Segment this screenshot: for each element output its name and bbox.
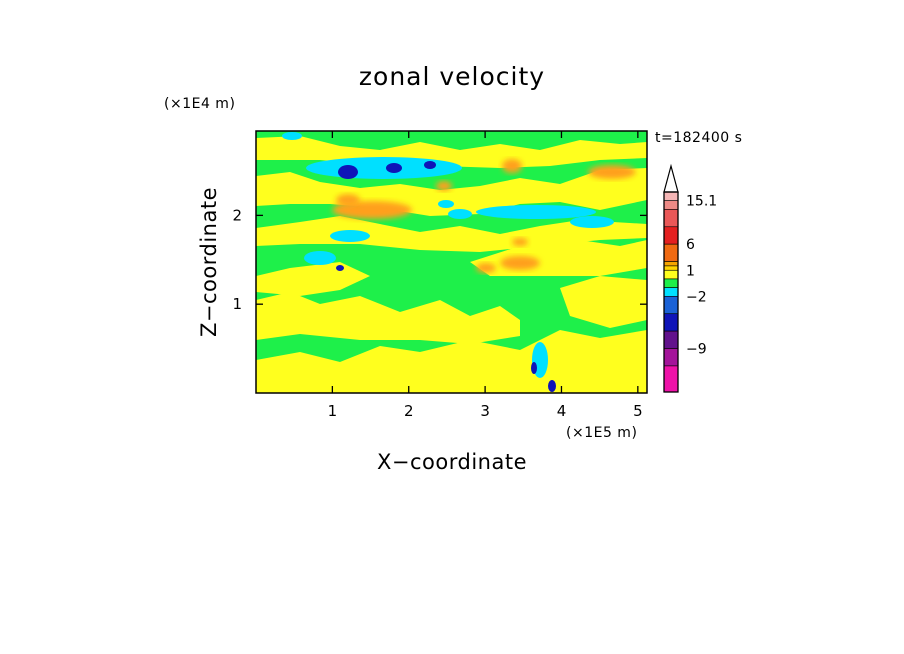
colorbar-bin-3 <box>663 209 679 228</box>
colorbar-label-3: 1 <box>686 263 695 279</box>
cyan-blob-3 <box>448 209 472 219</box>
y-axis-ticks: 12 <box>232 206 647 313</box>
orange-blob-6 <box>588 165 636 179</box>
colorbar-label-2: 6 <box>686 237 695 253</box>
cyan-blob-1 <box>306 157 462 179</box>
colorbar-label-1: 15.1 <box>686 194 717 210</box>
blue-blob-4 <box>336 265 344 271</box>
orange-blob-3 <box>502 159 522 173</box>
cyan-blob-2 <box>330 230 370 242</box>
strong-negative-blobs <box>336 161 556 392</box>
x-axis-ticks: 1 2 3 4 5 <box>328 131 643 420</box>
orange-blob-4 <box>500 256 540 270</box>
positive-band-2 <box>256 292 520 344</box>
cyan-blob-9 <box>438 200 454 208</box>
cyan-blob-8 <box>570 216 614 228</box>
y-axis-unit: (×1E4 m) <box>164 96 235 112</box>
plot-frame <box>255 130 648 394</box>
strong-positive-blobs <box>332 159 636 273</box>
colorbar-top-arrow <box>663 163 679 193</box>
y-axis-label: Z−coordinate <box>197 187 221 337</box>
x-axis-unit: (×1E5 m) <box>566 425 637 441</box>
colorbar-frame <box>663 191 679 393</box>
time-label: t=182400 s <box>655 130 742 146</box>
positive-band-6 <box>256 216 647 252</box>
orange-blob-8 <box>436 181 452 191</box>
x-axis-label: X−coordinate <box>377 450 527 474</box>
y-tick-label-2: 2 <box>232 206 242 224</box>
colorbar-bin-6 <box>663 261 679 267</box>
colorbar-label-4: −2 <box>686 289 707 305</box>
orange-blob-2 <box>336 194 360 206</box>
colorbar-label-5: −9 <box>686 342 707 358</box>
colorbar-bin-7 <box>663 265 679 271</box>
x-tick-label-1: 1 <box>328 402 338 420</box>
cyan-blob-5 <box>476 205 596 219</box>
orange-blob-7 <box>512 238 528 246</box>
colorbar-bin-15 <box>663 365 679 393</box>
cyan-blob-4 <box>304 251 336 265</box>
orange-blob-5 <box>476 263 496 273</box>
blue-blob-5 <box>531 362 537 374</box>
y-tick-label-1: 1 <box>232 295 242 313</box>
contour-field <box>256 131 647 393</box>
positive-band-1 <box>256 330 647 393</box>
blue-blob-3 <box>424 161 436 169</box>
x-tick-label-2: 2 <box>404 402 414 420</box>
colorbar-bin-12 <box>663 313 679 332</box>
colorbar-bin-10 <box>663 287 679 297</box>
positive-band-4 <box>560 276 647 328</box>
chart-title: zonal velocity <box>359 62 545 91</box>
colorbar-bin-8 <box>663 269 679 280</box>
blue-blob-6 <box>548 380 556 392</box>
blue-blob-2 <box>386 163 402 173</box>
colorbar-bin-2 <box>663 200 679 210</box>
colorbar: 15.1 6 1 −2 −9 <box>663 163 717 393</box>
colorbar-bin-1 <box>663 191 679 201</box>
colorbar-bin-5 <box>663 243 679 262</box>
colorbar-bin-4 <box>663 226 679 245</box>
colorbar-bin-9 <box>663 278 679 288</box>
colorbar-bin-13 <box>663 330 679 349</box>
blue-blob-1 <box>338 165 358 179</box>
x-tick-label-4: 4 <box>557 402 567 420</box>
colorbar-bin-14 <box>663 348 679 367</box>
colorbar-bin-11 <box>663 296 679 315</box>
x-tick-label-3: 3 <box>480 402 490 420</box>
x-tick-label-5: 5 <box>633 402 643 420</box>
cyan-blob-7 <box>282 132 302 140</box>
